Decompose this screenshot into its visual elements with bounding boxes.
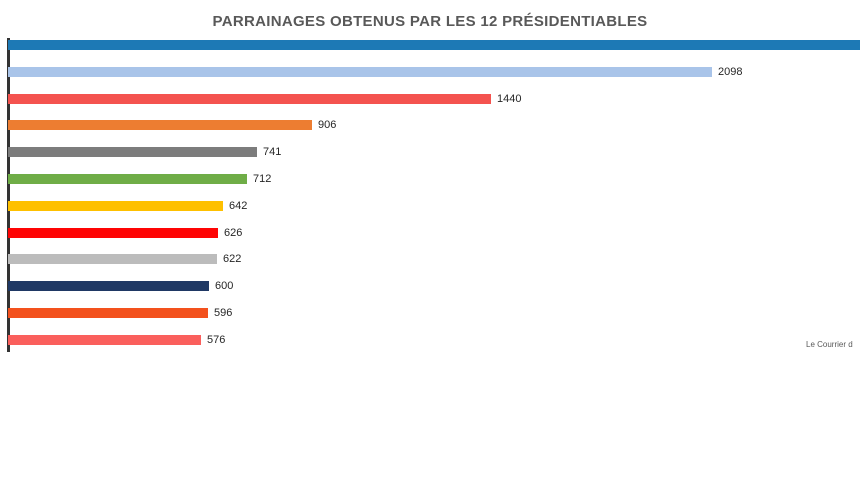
bar-11 [8, 308, 208, 318]
bar-5 [8, 147, 257, 158]
bar-value-label: 600 [215, 280, 234, 293]
bar-value-label: 906 [318, 119, 337, 132]
source-attribution: Le Courrier d [806, 340, 853, 349]
bar-7 [8, 200, 223, 211]
bar-6 [8, 174, 247, 184]
bar-2 [8, 66, 712, 77]
bar-10 [8, 281, 209, 292]
bar-3 [8, 93, 491, 104]
bar-4 [8, 120, 312, 131]
bar-value-label: 1440 [497, 92, 522, 105]
bar-value-label: 622 [223, 253, 242, 266]
bar-value-label: 576 [207, 333, 226, 346]
bar-value-label: 741 [263, 146, 282, 159]
y-axis-line [7, 38, 10, 352]
bar-1 [8, 40, 860, 50]
bar-value-label: 712 [253, 173, 272, 185]
bar-value-label: 642 [229, 199, 248, 212]
bar-12 [8, 334, 201, 345]
bar-value-label: 2098 [718, 65, 743, 78]
bar-value-label: 626 [224, 226, 243, 239]
bar-8 [8, 227, 218, 238]
chart-title: PARRAINAGES OBTENUS PAR LES 12 PRÉSIDENT… [212, 13, 648, 30]
bar-9 [8, 254, 217, 265]
bar-value-label: 596 [214, 307, 233, 319]
